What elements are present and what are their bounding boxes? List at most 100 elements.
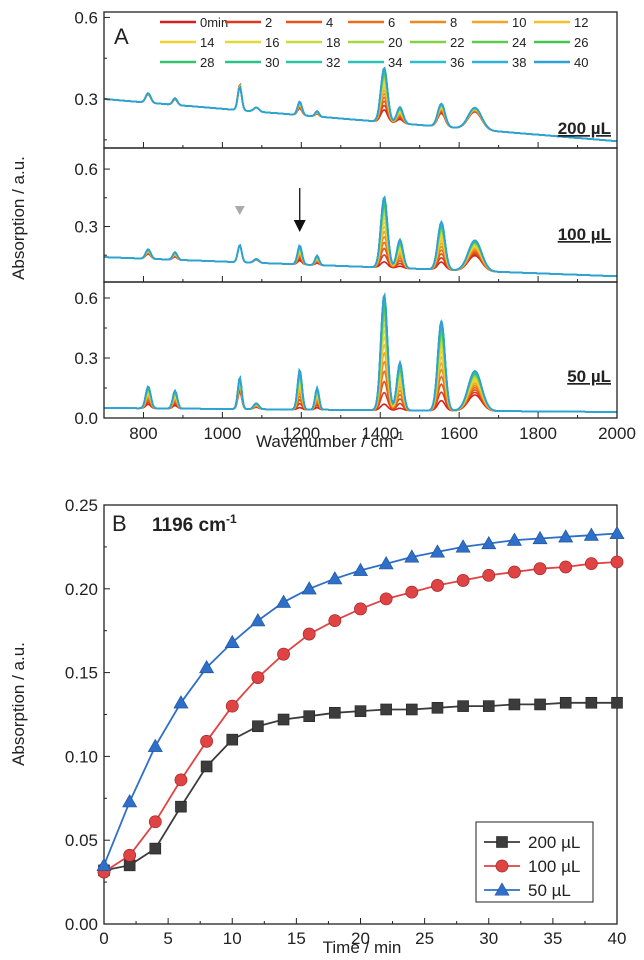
data-point-square: [482, 700, 495, 712]
subplot-frame-2: [103, 281, 618, 419]
x-tick-label: 20: [351, 929, 370, 948]
data-point-square: [303, 710, 316, 722]
data-point-circle: [123, 848, 137, 862]
data-point-square: [405, 703, 418, 716]
spectrum-line-0-0: [104, 82, 617, 142]
data-point-circle: [482, 568, 496, 582]
spectrum-line-2-3: [104, 370, 617, 413]
legend-label: 0min: [200, 15, 228, 30]
data-point-triangle: [96, 857, 112, 871]
data-point-triangle: [199, 659, 215, 674]
spectrum-line-0-14: [104, 69, 617, 142]
panel-b-title: 1196 cm-1: [152, 512, 237, 536]
spectrum-line-2-11: [104, 311, 617, 413]
spectrum-line-2-10: [104, 316, 617, 413]
data-point-triangle: [147, 738, 163, 752]
spectrum-line-1-0: [104, 243, 617, 277]
panel-a-spectra: 0.3 0.6 0.3 0.6 0.0 0.3 0.6 800 1000 1200 1400 1600…: [9, 8, 636, 451]
data-point-triangle: [122, 794, 138, 808]
x-tick-label: 40: [608, 929, 627, 948]
spectrum-line-2-8: [104, 328, 617, 413]
data-point-circle: [584, 557, 598, 571]
spectrum-line-0-7: [104, 83, 617, 142]
data-point-circle: [200, 734, 213, 748]
data-point-circle: [251, 671, 265, 685]
spectrum-line-1-4: [104, 235, 617, 277]
data-point-square: [354, 705, 367, 717]
data-point-circle: [148, 815, 162, 829]
y-tick-label-2: 0.0: [74, 409, 98, 428]
legend-label: 20: [388, 35, 402, 50]
panel-a-ylabel: Absorption / a.u.: [9, 156, 28, 280]
spectrum-line-0-10: [104, 75, 617, 142]
legend-label: 18: [326, 35, 340, 50]
data-point-triangle: [481, 535, 497, 550]
spectrum-line-0-4: [104, 84, 617, 142]
data-point-square: [611, 696, 623, 709]
data-point-square: [277, 713, 290, 726]
x-tick-label: 0: [99, 929, 108, 948]
legend-marker-square: [496, 836, 508, 848]
y-tick-label: 0.20: [65, 580, 98, 599]
spectrum-line-0-1: [104, 83, 617, 142]
spectrum-line-0-11: [104, 73, 617, 142]
spectrum-line-2-12: [104, 307, 617, 413]
legend-label: 40: [574, 55, 588, 70]
x-tick-label: 30: [479, 929, 498, 948]
spectrum-line-2-6: [104, 343, 617, 413]
data-point-square: [329, 707, 341, 719]
legend-label: 4: [326, 15, 333, 30]
spectra-group-2: [104, 292, 617, 413]
data-point-square: [226, 733, 239, 746]
x-tick-label: 1400: [361, 424, 399, 443]
legend-label: 8: [450, 15, 457, 30]
spectrum-line-2-15: [104, 297, 617, 413]
legend-label: 50 µL: [528, 881, 571, 900]
x-tick-label: 1200: [282, 424, 320, 443]
data-point-triangle: [583, 527, 599, 541]
data-point-square: [149, 842, 162, 855]
data-point-circle: [174, 773, 188, 787]
panel-b-letter: B: [112, 511, 127, 536]
legend-label: 24: [512, 35, 526, 50]
legend-label: 26: [574, 35, 588, 50]
spectrum-line-2-9: [104, 322, 617, 413]
spectrum-line-1-14: [104, 200, 617, 277]
data-point-square: [457, 700, 469, 712]
data-point-square: [534, 698, 546, 711]
spectrum-line-2-17: [104, 293, 617, 413]
spectrum-line-2-13: [104, 303, 617, 413]
y-tick-label: 0.05: [65, 831, 98, 850]
data-point-triangle: [532, 530, 548, 545]
spectrum-line-0-6: [104, 84, 617, 142]
data-point-triangle: [276, 594, 292, 608]
legend-label: 36: [450, 55, 464, 70]
spectra-group-0: [104, 66, 617, 142]
spectrum-line-2-4: [104, 360, 617, 413]
spectrum-line-2-19: [104, 292, 617, 413]
spectrum-line-1-6: [104, 225, 617, 277]
data-point-square: [585, 696, 598, 709]
spectrum-line-2-20: [104, 292, 617, 413]
data-point-circle: [379, 592, 393, 606]
legend-label: 28: [200, 55, 214, 70]
data-point-circle: [354, 602, 367, 616]
x-tick-label: 25: [415, 929, 434, 948]
data-point-circle: [559, 560, 573, 574]
spectrum-line-1-8: [104, 216, 617, 277]
legend-label: 6: [388, 15, 395, 30]
spectrum-line-1-15: [104, 198, 617, 277]
data-point-circle: [328, 614, 342, 628]
legend-label: 100 µL: [528, 857, 580, 876]
panel-b-kinetics: 0.00 0.05 0.10 0.15 0.20 0.25 0 5 10 15 20 25 30 35 40…: [9, 496, 626, 957]
spectrum-line-2-14: [104, 300, 617, 413]
x-tick-label: 1000: [203, 424, 241, 443]
spectrum-line-1-17: [104, 196, 617, 277]
series-circle: [97, 555, 624, 879]
data-point-circle: [610, 555, 624, 569]
spectrum-line-1-1: [104, 243, 617, 277]
spectrum-line-0-12: [104, 72, 617, 142]
spectrum-line-1-2: [104, 243, 617, 277]
spectrum-line-1-12: [104, 204, 617, 277]
